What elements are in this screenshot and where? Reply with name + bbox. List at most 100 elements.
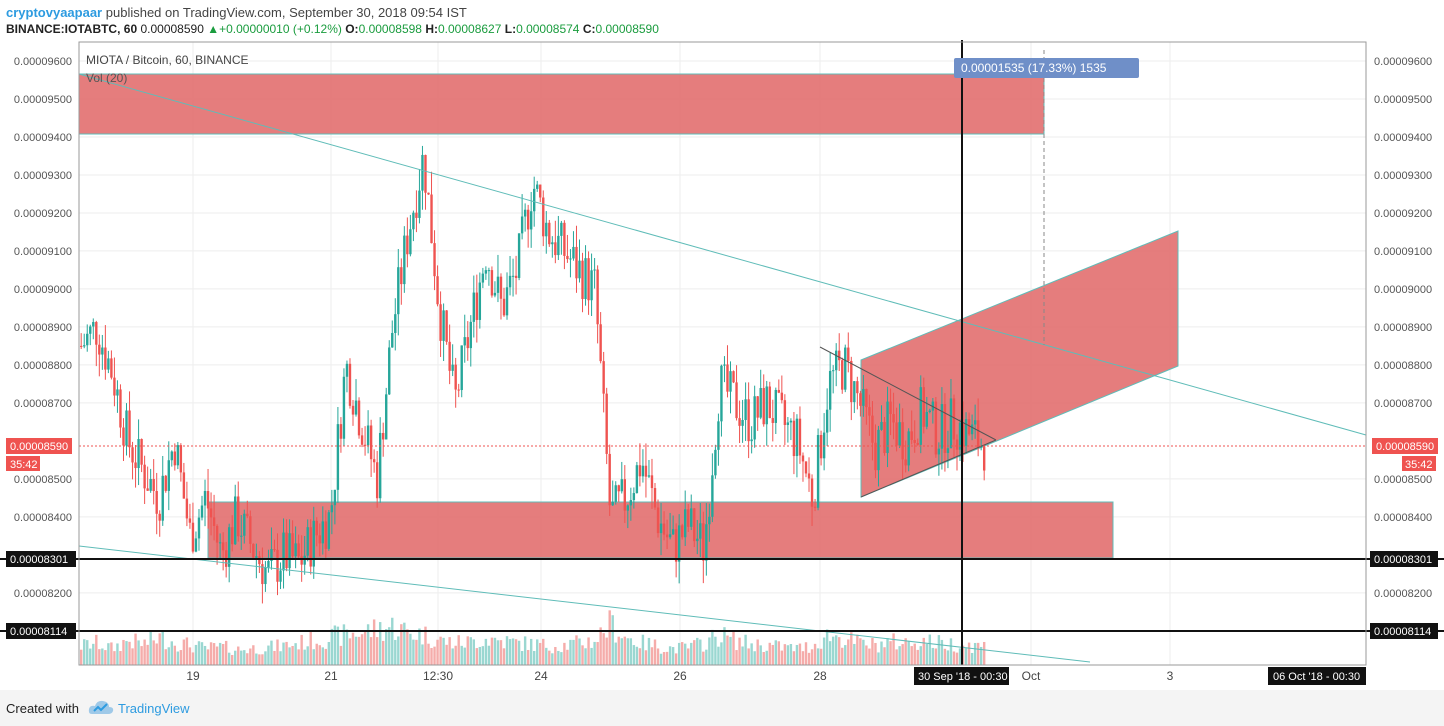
candle-body [164,475,167,491]
candle-body [327,512,331,549]
volume-bar [674,653,678,665]
candle-body [575,246,578,279]
tradingview-link[interactable]: TradingView [118,701,190,716]
right-date: 06 Oct '18 - 00:30 [1273,671,1360,683]
volume-bar [850,632,853,665]
candle-body [185,498,189,519]
volume-bar [747,648,750,665]
symbol-label: BINANCE:IOTABTC, 60 [6,22,138,36]
candle-body [231,527,234,545]
volume-bar [95,634,98,665]
price-chart[interactable]: 0.00009600 0.00009500 0.00009400 0.00009300… [0,40,1444,690]
y-tick-right-5: 0.00009100 [1374,246,1432,258]
candle-body [868,407,871,416]
candle-body [653,488,657,508]
wedge-upper-line[interactable] [819,346,997,441]
candle-body [859,393,862,406]
candle-body [608,453,611,506]
candle-body [662,523,666,535]
volume-bar [113,651,116,665]
candle-body [161,475,164,521]
ohlc-line: BINANCE:IOTABTC, 60 0.00008590 ▲+0.00000… [6,22,659,36]
volume-bar [110,642,113,665]
candle-body [457,389,460,391]
candle-body [80,345,83,347]
volume-bar [919,646,922,665]
lower-trendline[interactable] [78,545,1091,663]
candle-body [255,556,258,558]
projection-channel[interactable] [860,230,1179,498]
volume-bar [276,639,279,665]
candle-body [427,192,430,195]
volume-bar [472,639,475,665]
volume-bar [463,647,466,665]
volume-bar [83,639,86,665]
volume-bar [798,643,802,665]
candle-body [925,411,928,427]
measure-label: 0.00001535 (17.33%) 1535 [961,61,1107,75]
candle-body [795,418,799,457]
candle-body [288,533,291,569]
candle-body [487,270,491,272]
y-tick-right-7: 0.00008900 [1374,322,1432,334]
volume-bar [451,648,454,665]
volume-bar [856,634,859,665]
candle-body [789,420,793,423]
x-tick-0: 19 [186,669,200,683]
volume-bar [394,639,397,665]
candle-body [227,527,231,567]
volume-bar [478,646,482,665]
resistance-zone[interactable] [78,73,1045,135]
volume-bar [563,642,566,665]
candle-body [874,442,877,471]
volume-bar [889,641,892,665]
candle-body [847,347,850,361]
wedge-lower-line[interactable] [860,439,997,498]
candle-body [119,389,122,428]
y-axis-left: 0.00009600 0.00009500 0.00009400 0.00009300… [14,56,72,638]
volume-bar [970,652,974,665]
low-value: 0.00008574 [516,22,580,36]
y-tick-left-8: 0.00008800 [14,360,72,372]
candle-body [391,332,394,348]
volume-bar [949,638,953,665]
countdown-left: 35:42 [10,459,38,471]
volume-bar [363,630,367,665]
candle-body [647,475,651,477]
candle-body [708,516,711,525]
price-tag-right: 0.00008590 [1376,441,1434,453]
volume-bar [324,648,328,665]
author-link[interactable]: cryptovyaapaar [6,5,103,20]
candle-body [345,363,349,377]
volume-bar [641,634,645,665]
volume-bar [608,610,611,665]
volume-bar [303,649,306,665]
candle-body [107,358,110,370]
candle-body [677,525,681,562]
volume-bar [841,647,844,665]
candle-body [599,324,602,362]
candle-body [378,432,382,499]
volume-bar [662,652,666,665]
candle-body [261,564,264,585]
candle-body [632,493,636,501]
candle-body [167,460,170,491]
candle-body [448,341,451,371]
candle-body [828,370,832,410]
descending-trendline[interactable] [78,73,1367,436]
candle-body [173,451,177,466]
volume-bar [418,628,421,665]
volume-bar [644,650,648,665]
candle-body [973,420,977,425]
candle-body [964,419,968,446]
candle-body [212,517,216,526]
candle-body [566,255,569,260]
volume-bar [620,638,623,665]
candle-body [300,556,303,565]
candle-body [206,491,210,509]
candle-body [466,337,469,349]
candle-body [542,197,545,237]
candle-body [952,398,956,440]
volume-bar [505,636,509,665]
volume-bar [357,636,361,665]
